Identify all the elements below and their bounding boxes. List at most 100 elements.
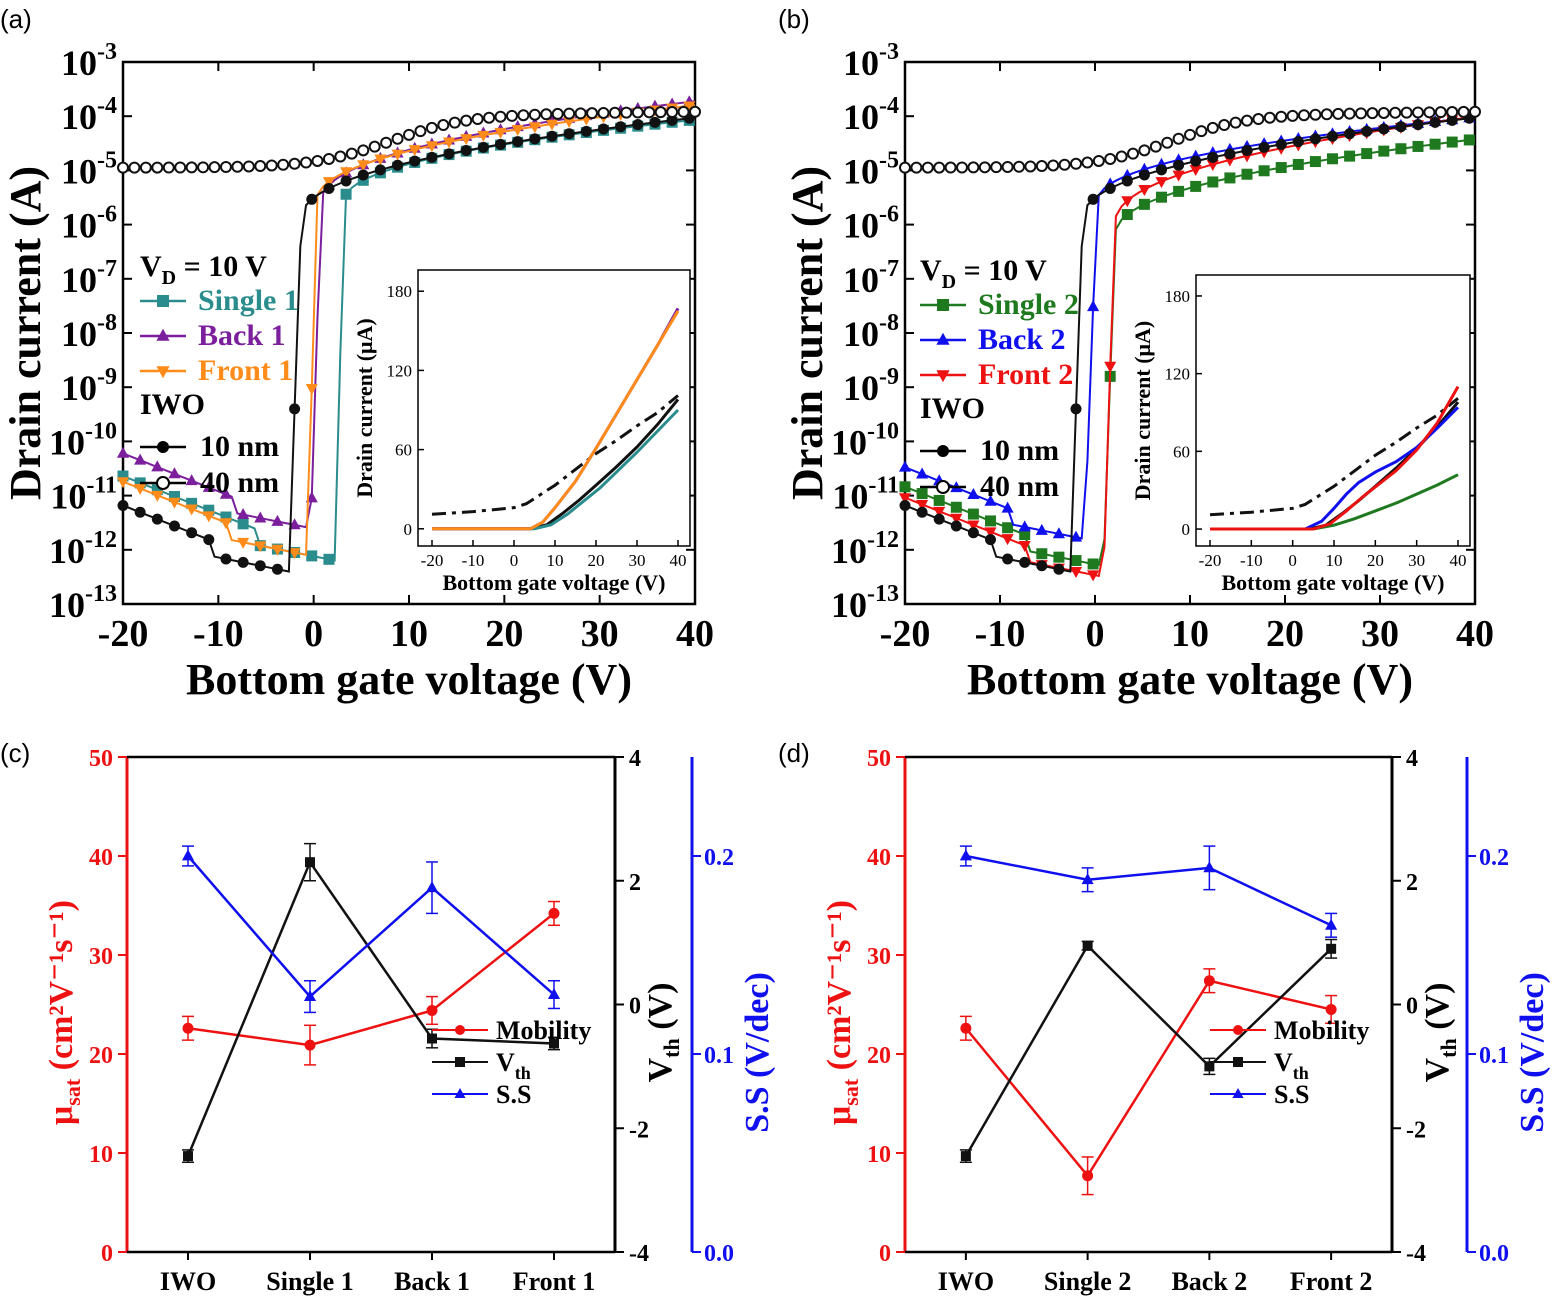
data-marker xyxy=(1378,123,1390,135)
data-marker xyxy=(1156,191,1167,203)
data-marker xyxy=(1104,152,1117,165)
data-marker xyxy=(985,534,996,546)
inset: -20 -10 0 10 20 30 40 0 60 120 180 Bottom gate volt… xyxy=(1130,274,1471,595)
legend-marker xyxy=(1233,1025,1243,1035)
data-marker xyxy=(1400,106,1413,119)
data-marker xyxy=(1138,144,1151,157)
data-marker xyxy=(959,849,972,861)
legend-label: Front 2 xyxy=(978,358,1073,391)
data-marker xyxy=(1204,1061,1215,1072)
x-tick-label: Back 1 xyxy=(394,1267,470,1296)
data-marker xyxy=(1355,107,1367,120)
series-line xyxy=(965,854,1332,927)
data-marker xyxy=(545,119,559,131)
series-single-2 xyxy=(899,134,1476,570)
series-10-nm xyxy=(117,112,696,575)
inset-series-line xyxy=(432,408,680,531)
data-marker xyxy=(586,107,599,120)
data-marker xyxy=(960,1022,972,1034)
inset-y-tick-label: 0 xyxy=(404,520,413,539)
data-marker xyxy=(483,111,496,124)
series-v xyxy=(959,938,1338,1164)
data-marker xyxy=(202,511,215,523)
data-marker xyxy=(1258,141,1270,153)
data-marker xyxy=(1052,527,1065,539)
y-tick-label: 10-4 xyxy=(61,93,117,137)
data-marker xyxy=(134,453,147,465)
data-marker xyxy=(254,560,266,572)
legend-marker xyxy=(455,1057,465,1067)
data-marker xyxy=(277,158,290,171)
data-marker xyxy=(1423,106,1436,119)
data-marker xyxy=(683,101,696,113)
left-tick-label: 20 xyxy=(867,1043,891,1069)
data-marker xyxy=(186,497,198,509)
legend-marker xyxy=(1233,1057,1243,1067)
data-marker xyxy=(162,161,175,174)
inset-x-tick-label: 30 xyxy=(1408,551,1425,570)
data-marker xyxy=(563,117,576,129)
legend-marker xyxy=(936,480,950,494)
data-marker xyxy=(408,145,421,157)
legend-label: Mobility xyxy=(496,1016,591,1045)
data-marker xyxy=(219,518,233,530)
inset-series-line xyxy=(1210,385,1460,531)
inset-y-tick-label: 60 xyxy=(1173,442,1190,461)
data-marker xyxy=(563,128,575,140)
data-marker xyxy=(1104,182,1116,194)
data-marker xyxy=(899,499,911,511)
y-tick-label: 10-9 xyxy=(843,364,899,408)
data-marker xyxy=(151,161,164,174)
data-marker xyxy=(340,175,352,187)
data-marker xyxy=(1190,180,1202,192)
data-marker xyxy=(1138,185,1151,197)
data-marker xyxy=(540,108,553,121)
data-marker xyxy=(271,514,284,526)
inset-y-tick-label: 120 xyxy=(387,361,413,380)
data-marker xyxy=(528,122,541,134)
data-marker xyxy=(1087,300,1100,312)
data-marker xyxy=(1309,108,1322,121)
series-line xyxy=(187,912,555,1047)
data-marker xyxy=(666,106,679,119)
legend-marker xyxy=(156,476,170,490)
inset-x-label: Bottom gate voltage (V) xyxy=(1222,570,1445,595)
y-tick-label: 10-10 xyxy=(831,418,899,462)
data-marker xyxy=(1332,107,1345,120)
data-marker xyxy=(265,159,278,172)
data-marker xyxy=(1035,523,1048,535)
data-marker xyxy=(425,141,438,153)
legend-marker xyxy=(936,370,950,383)
data-marker xyxy=(1070,555,1082,567)
data-marker xyxy=(477,141,489,153)
data-marker xyxy=(1002,522,1014,534)
x-tick-label: Back 2 xyxy=(1171,1267,1247,1296)
x-tick-label: IWO xyxy=(938,1267,994,1296)
data-marker xyxy=(357,169,369,181)
inset-x-tick-label: 40 xyxy=(670,551,687,570)
data-marker xyxy=(1070,403,1082,415)
data-marker xyxy=(984,494,997,506)
data-marker xyxy=(1127,147,1139,160)
data-marker xyxy=(334,150,347,163)
data-marker xyxy=(208,161,221,174)
condition-label: VD = 10 V xyxy=(920,254,1047,293)
inset-frame xyxy=(1195,274,1471,547)
inset-y-label: Drain current (μA) xyxy=(352,318,377,497)
legend-group-title: IWO xyxy=(920,392,985,425)
data-marker xyxy=(1241,145,1253,157)
data-marker xyxy=(1241,168,1253,180)
data-marker xyxy=(357,160,370,172)
data-marker xyxy=(608,106,621,119)
data-marker xyxy=(1241,114,1253,127)
mid-axis-label: Vth (V) xyxy=(642,983,684,1083)
data-marker xyxy=(460,145,472,157)
data-marker xyxy=(1019,556,1031,568)
mid-tick-label: -2 xyxy=(629,1117,649,1143)
data-marker xyxy=(1344,128,1356,140)
inset-y-tick-label: 180 xyxy=(1165,287,1191,306)
data-marker xyxy=(511,124,524,136)
data-marker xyxy=(1412,106,1424,119)
